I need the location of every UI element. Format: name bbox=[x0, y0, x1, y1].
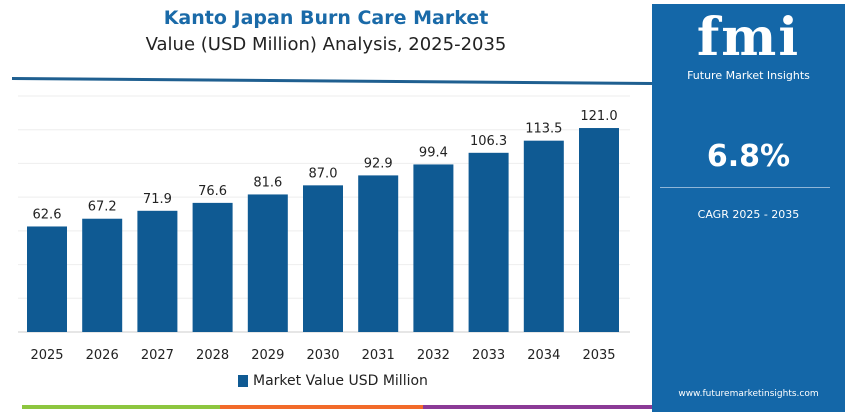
stripe-green bbox=[22, 405, 220, 409]
chart-subtitle: Value (USD Million) Analysis, 2025-2035 bbox=[145, 34, 507, 55]
x-tick-label: 2026 bbox=[86, 348, 119, 363]
data-label: 71.9 bbox=[143, 192, 172, 207]
x-tick-label: 2031 bbox=[362, 348, 395, 363]
x-tick-label: 2030 bbox=[306, 348, 339, 363]
x-tick-label: 2025 bbox=[30, 348, 63, 363]
x-tick-label: 2033 bbox=[472, 348, 505, 363]
stripe-orange bbox=[220, 405, 423, 409]
legend-swatch bbox=[238, 375, 248, 387]
cagr-value: 6.8% bbox=[706, 139, 791, 174]
logo-subtext: Future Market Insights bbox=[687, 69, 810, 82]
data-label: 113.5 bbox=[525, 122, 562, 137]
bar-2034 bbox=[523, 140, 564, 332]
data-label: 67.2 bbox=[88, 200, 117, 215]
legend: Market Value USD Million bbox=[238, 373, 428, 389]
data-label: 87.0 bbox=[309, 166, 338, 181]
x-tick-label: 2029 bbox=[251, 348, 284, 363]
panel-divider bbox=[660, 187, 830, 188]
x-tick-label: 2028 bbox=[196, 348, 229, 363]
bar-2026 bbox=[82, 218, 123, 332]
stripe-purple bbox=[423, 405, 652, 409]
fmi-logo: fmi bbox=[696, 7, 801, 68]
legend-label: Market Value USD Million bbox=[253, 373, 428, 389]
bar-2029 bbox=[247, 194, 288, 332]
bar-2025 bbox=[27, 226, 67, 332]
info-panel: fmi Future Market Insights 6.8% CAGR 202… bbox=[652, 4, 845, 412]
data-label: 106.3 bbox=[470, 134, 507, 149]
bar-chart: 62.6 2025 67.2 2026 71.9 2027 76.6 2028 81.6 2029… bbox=[18, 95, 630, 363]
bar-2035 bbox=[579, 128, 619, 332]
chart-title: Kanto Japan Burn Care Market bbox=[163, 7, 489, 29]
bar-2032 bbox=[413, 164, 454, 332]
data-label: 62.6 bbox=[33, 207, 62, 222]
bar-2030 bbox=[303, 185, 343, 332]
bar-2031 bbox=[358, 175, 399, 332]
data-label: 76.6 bbox=[198, 184, 227, 199]
bar-2033 bbox=[468, 152, 509, 332]
data-label: 99.4 bbox=[419, 145, 448, 160]
x-tick-label: 2035 bbox=[582, 348, 615, 363]
x-tick-label: 2034 bbox=[527, 348, 560, 363]
bar-2028 bbox=[192, 202, 233, 332]
bar-2027 bbox=[137, 210, 178, 332]
x-tick-label: 2032 bbox=[417, 348, 450, 363]
x-tick-label: 2027 bbox=[141, 348, 174, 363]
website-link[interactable]: www.futuremarketinsights.com bbox=[678, 389, 819, 399]
data-label: 81.6 bbox=[253, 175, 282, 190]
data-label: 121.0 bbox=[580, 109, 617, 124]
cagr-label: CAGR 2025 - 2035 bbox=[697, 208, 800, 221]
data-label: 92.9 bbox=[364, 156, 393, 171]
